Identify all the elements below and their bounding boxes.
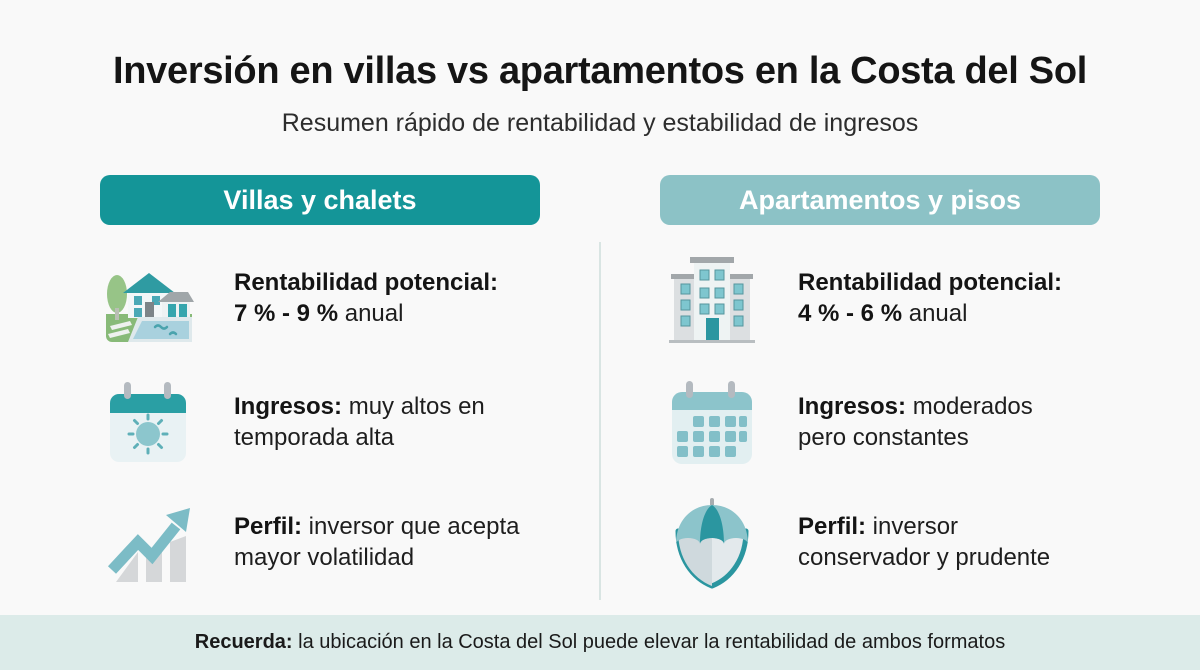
calendar-grid-icon [664,374,760,470]
row-apartamentos-perfil: Perfil: inversor conservador y prudente [664,494,1124,590]
feature-line-1: Rentabilidad potencial: [234,269,499,296]
column-header-apartamentos-label: Apartamentos y pisos [738,184,1022,215]
row-apartamentos-rentabilidad: Rentabilidad potencial: 4 % - 6 % anual [664,250,1124,346]
feature-line-2: temporada alta [234,424,395,451]
column-header-apartamentos: Apartamentos y pisos [660,175,1100,225]
umbrella-shield-icon [664,494,760,590]
column-divider [599,242,601,600]
feature-text: Rentabilidad potencial: 7 % - 9 % anual [234,267,498,329]
feature-line-1: Rentabilidad potencial: [798,269,1063,296]
row-villas-ingresos: Ingresos: muy altos en temporada alta [100,374,560,470]
feature-line-1: Perfil: inversor que acepta [234,513,520,540]
feature-line-2: 7 % - 9 % anual [234,300,404,327]
footer-note: Recuerda: la ubicación en la Costa del S… [0,615,1200,670]
feature-text: Ingresos: muy altos en temporada alta [234,391,485,453]
column-header-villas: Villas y chalets [100,175,540,225]
footer-text: la ubicación en la Costa del Sol puede e… [292,631,1006,653]
feature-line-2: pero constantes [798,424,969,451]
page-subtitle: Resumen rápido de rentabilidad y estabil… [281,109,919,137]
villa-pool-icon [100,250,196,346]
feature-line-1: Ingresos: moderados [798,393,1033,420]
apartment-building-icon [664,250,760,346]
row-villas-perfil: Perfil: inversor que acepta mayor volati… [100,494,560,590]
row-apartamentos-ingresos: Ingresos: moderados pero constantes [664,374,1124,470]
feature-line-2: 4 % - 6 % anual [798,300,968,327]
footer-note-text: Recuerda: la ubicación en la Costa del S… [195,631,1005,654]
growth-arrow-icon [100,494,196,590]
column-header-villas-label: Villas y chalets [223,184,417,215]
feature-line-2: mayor volatilidad [234,544,415,571]
feature-text: Perfil: inversor conservador y prudente [798,511,1050,573]
feature-text: Rentabilidad potencial: 4 % - 6 % anual [798,267,1062,329]
feature-text: Ingresos: moderados pero constantes [798,391,1033,453]
feature-line-2: conservador y prudente [798,544,1051,571]
feature-text: Perfil: inversor que acepta mayor volati… [234,511,519,573]
feature-line-1: Perfil: inversor [798,513,959,540]
page-title: Inversión en villas vs apartamentos en l… [113,50,1087,92]
row-villas-rentabilidad: Rentabilidad potencial: 7 % - 9 % anual [100,250,560,346]
feature-line-1: Ingresos: muy altos en [234,393,485,420]
footer-lead: Recuerda: [194,631,293,653]
calendar-sun-icon [100,374,196,470]
